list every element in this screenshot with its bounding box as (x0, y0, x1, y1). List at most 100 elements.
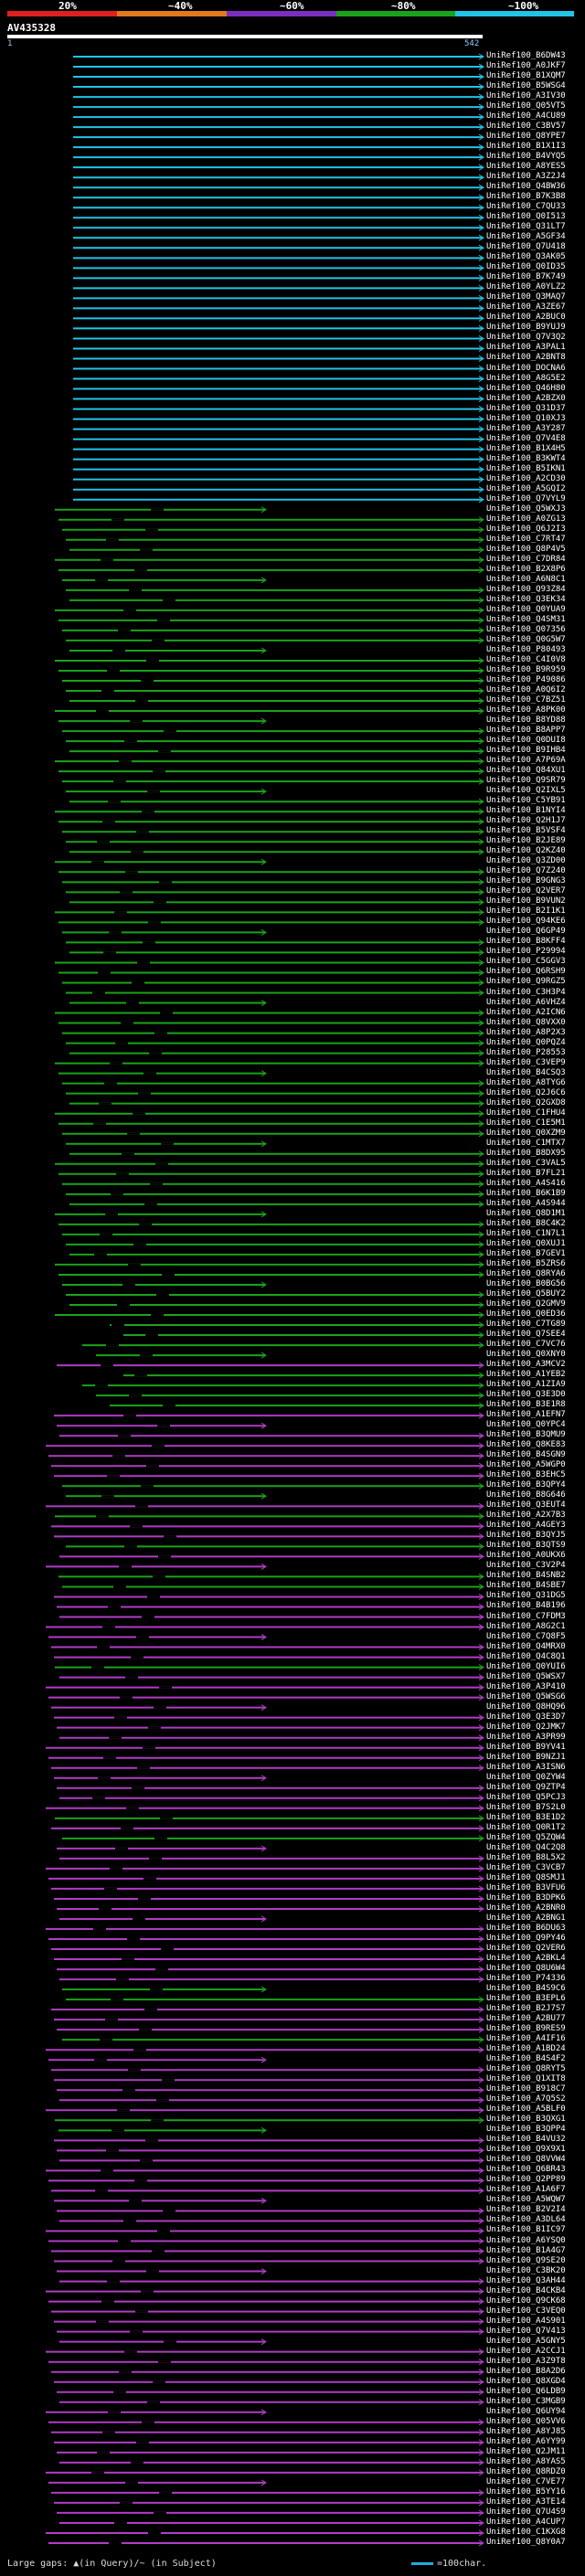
hit-label[interactable]: UniRef100_B8YD88 (486, 716, 566, 726)
hit-label[interactable]: UniRef100_A1ZIA9 (486, 1380, 566, 1390)
hit-label[interactable]: UniRef100_C7BZ51 (486, 695, 566, 705)
hit-label[interactable]: UniRef100_Q6J2I3 (486, 524, 566, 534)
hit-label[interactable]: UniRef100_A0YLZ2 (486, 282, 566, 292)
hit-label[interactable]: UniRef100_B4CSQ3 (486, 1067, 566, 1077)
hit-label[interactable]: UniRef100_B9GNG3 (486, 876, 566, 886)
hit-label[interactable]: UniRef100_C3V2P4 (486, 1561, 566, 1571)
hit-label[interactable]: UniRef100_Q8Y0A7 (486, 2537, 566, 2547)
hit-label[interactable]: UniRef100_Q0R1T2 (486, 1822, 566, 1832)
hit-label[interactable]: UniRef100_Q0XZM9 (486, 1128, 566, 1138)
hit-label[interactable]: UniRef100_Q0YPC4 (486, 1420, 566, 1430)
hit-label[interactable]: UniRef100_A4GEY3 (486, 1521, 566, 1531)
hit-label[interactable]: UniRef100_B4B196 (486, 1601, 566, 1611)
hit-label[interactable]: UniRef100_A4IF16 (486, 2034, 566, 2044)
hit-label[interactable]: UniRef100_C7FDM3 (486, 1611, 566, 1621)
hit-label[interactable]: UniRef100_A2BNT8 (486, 353, 566, 363)
hit-label[interactable]: UniRef100_B1IC97 (486, 2225, 566, 2235)
hit-label[interactable]: UniRef100_C3VEQ0 (486, 2306, 566, 2316)
hit-label[interactable]: UniRef100_Q3E3D7 (486, 1712, 566, 1722)
hit-label[interactable]: UniRef100_A2BNG1 (486, 1913, 566, 1923)
hit-label[interactable]: UniRef100_Q4SM31 (486, 614, 566, 624)
hit-label[interactable]: UniRef100_Q31D37 (486, 403, 566, 413)
hit-label[interactable]: UniRef100_C4I0V8 (486, 654, 566, 664)
hit-label[interactable]: UniRef100_Q2GXD8 (486, 1097, 566, 1108)
hit-label[interactable]: UniRef100_C5GGV3 (486, 957, 566, 967)
hit-label[interactable]: UniRef100_A2BNR0 (486, 1903, 566, 1913)
hit-label[interactable]: UniRef100_Q0ZYW4 (486, 1772, 566, 1782)
hit-label[interactable]: UniRef100_A0JKF7 (486, 61, 566, 71)
hit-label[interactable]: UniRef100_Q0ID35 (486, 262, 566, 272)
hit-label[interactable]: UniRef100_B9IHB4 (486, 746, 566, 756)
hit-label[interactable]: UniRef100_B3KWT4 (486, 453, 566, 463)
hit-label[interactable]: UniRef100_B8L5X2 (486, 1852, 566, 1862)
hit-label[interactable]: UniRef100_Q8RYA6 (486, 1268, 566, 1278)
hit-label[interactable]: UniRef100_A6N8C1 (486, 574, 566, 584)
hit-label[interactable]: UniRef100_Q3EK34 (486, 594, 566, 604)
hit-label[interactable]: UniRef100_P74336 (486, 1974, 566, 1984)
hit-label[interactable]: UniRef100_Q3EUT4 (486, 1500, 566, 1511)
hit-label[interactable]: UniRef100_A2BUC0 (486, 313, 566, 323)
hit-label[interactable]: UniRef100_B4S9C6 (486, 1984, 566, 1994)
hit-label[interactable]: UniRef100_Q3AK05 (486, 252, 566, 262)
hit-label[interactable]: UniRef100_B1XQM7 (486, 71, 566, 81)
hit-label[interactable]: UniRef100_Q8RYT5 (486, 2064, 566, 2074)
hit-label[interactable]: UniRef100_A3Z2J4 (486, 172, 566, 182)
hit-label[interactable]: UniRef100_Q7SEE4 (486, 1330, 566, 1340)
hit-label[interactable]: UniRef100_B6K1B9 (486, 1188, 566, 1198)
hit-label[interactable]: UniRef100_B7S2L0 (486, 1802, 566, 1812)
hit-label[interactable]: UniRef100_C5YB91 (486, 796, 566, 806)
hit-label[interactable]: UniRef100_Q6GP49 (486, 927, 566, 937)
hit-label[interactable]: UniRef100_B1X4H5 (486, 443, 566, 453)
hit-label[interactable]: UniRef100_A5WGP0 (486, 1460, 566, 1470)
hit-label[interactable]: UniRef100_C7VC76 (486, 1340, 566, 1350)
hit-label[interactable]: UniRef100_A2ICN6 (486, 1007, 566, 1017)
hit-label[interactable]: UniRef100_C3VAL5 (486, 1158, 566, 1168)
hit-label[interactable]: UniRef100_B1A4G7 (486, 2245, 566, 2255)
hit-label[interactable]: UniRef100_Q6LDB9 (486, 2386, 566, 2396)
hit-label[interactable]: UniRef100_B5YY16 (486, 2486, 566, 2496)
hit-label[interactable]: UniRef100_A6YSQ0 (486, 2235, 566, 2245)
hit-label[interactable]: UniRef100_A4CUP7 (486, 2517, 566, 2527)
hit-label[interactable]: UniRef100_Q31LT7 (486, 222, 566, 232)
hit-label[interactable]: UniRef100_A3DL64 (486, 2215, 566, 2225)
hit-label[interactable]: UniRef100_A4S901 (486, 2316, 566, 2326)
hit-label[interactable]: UniRef100_B8APP7 (486, 726, 566, 736)
hit-label[interactable]: UniRef100_A5GNY5 (486, 2336, 566, 2346)
hit-label[interactable]: UniRef100_Q2VER7 (486, 886, 566, 896)
hit-label[interactable]: UniRef100_Q2H1J7 (486, 816, 566, 826)
hit-label[interactable]: UniRef100_B3QPY4 (486, 1480, 566, 1490)
hit-label[interactable]: UniRef100_Q1XIT8 (486, 2074, 566, 2084)
hit-label[interactable]: UniRef100_C3H3P4 (486, 987, 566, 997)
hit-label[interactable]: UniRef100_B9VUN2 (486, 896, 566, 906)
hit-label[interactable]: UniRef100_Q6UY94 (486, 2406, 566, 2416)
hit-label[interactable]: UniRef100_A3IV30 (486, 91, 566, 101)
hit-label[interactable]: UniRef100_B3E1D2 (486, 1812, 566, 1822)
hit-label[interactable]: UniRef100_B4S4F2 (486, 2054, 566, 2064)
hit-label[interactable]: UniRef100_DOCNA6 (486, 363, 566, 373)
hit-label[interactable]: UniRef100_A5BLF0 (486, 2104, 566, 2115)
hit-label[interactable]: UniRef100_Q3ZD00 (486, 856, 566, 866)
hit-label[interactable]: UniRef100_B7K3B8 (486, 192, 566, 202)
hit-label[interactable]: UniRef100_B4SGN9 (486, 1450, 566, 1460)
hit-label[interactable]: UniRef100_Q2J6C6 (486, 1087, 566, 1097)
hit-label[interactable]: UniRef100_Q0I513 (486, 212, 566, 222)
hit-label[interactable]: UniRef100_Q9CK68 (486, 2295, 566, 2306)
hit-label[interactable]: UniRef100_Q2VER6 (486, 1944, 566, 1954)
hit-label[interactable]: UniRef100_Q8VVW4 (486, 2155, 566, 2165)
hit-label[interactable]: UniRef100_B9RES9 (486, 2024, 566, 2034)
hit-label[interactable]: UniRef100_Q46H80 (486, 383, 566, 393)
hit-label[interactable]: UniRef100_A7P69A (486, 756, 566, 766)
hit-label[interactable]: UniRef100_B3QTS9 (486, 1541, 566, 1551)
hit-label[interactable]: UniRef100_Q84XU1 (486, 766, 566, 776)
hit-label[interactable]: UniRef100_A8P2X3 (486, 1027, 566, 1037)
hit-label[interactable]: UniRef100_B8DX95 (486, 1148, 566, 1158)
hit-label[interactable]: UniRef100_A1EFN7 (486, 1410, 566, 1420)
hit-label[interactable]: UniRef100_B3QPP4 (486, 2125, 566, 2135)
hit-label[interactable]: UniRef100_A6YY99 (486, 2436, 566, 2446)
hit-label[interactable]: UniRef100_A2BKL4 (486, 1954, 566, 1964)
hit-label[interactable]: UniRef100_Q8D1M1 (486, 1208, 566, 1218)
hit-label[interactable]: UniRef100_B3VFU6 (486, 1882, 566, 1892)
hit-label[interactable]: UniRef100_B4VU32 (486, 2135, 566, 2145)
hit-label[interactable]: UniRef100_Q6BR43 (486, 2165, 566, 2175)
hit-label[interactable]: UniRef100_Q6RSH9 (486, 967, 566, 977)
